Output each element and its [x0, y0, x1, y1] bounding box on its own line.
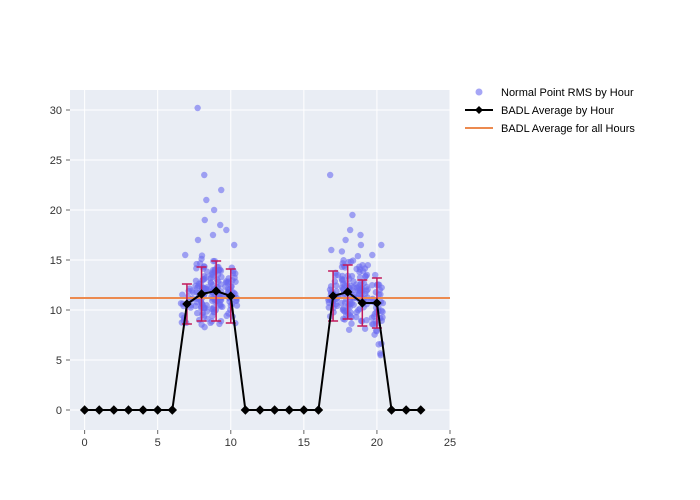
scatter-point	[182, 252, 188, 258]
scatter-point	[211, 207, 217, 213]
scatter-point	[345, 303, 351, 309]
scatter-point	[350, 257, 356, 263]
scatter-point	[327, 172, 333, 178]
scatter-point	[377, 291, 383, 297]
x-tick-label: 10	[225, 437, 237, 449]
scatter-point	[223, 227, 229, 233]
scatter-point	[339, 276, 345, 282]
scatter-point	[378, 284, 384, 290]
scatter-point	[327, 286, 333, 292]
scatter-point	[218, 268, 224, 274]
legend-swatch-marker	[475, 106, 483, 114]
scatter-point	[195, 237, 201, 243]
scatter-point	[217, 222, 223, 228]
scatter-point	[328, 247, 334, 253]
scatter-point	[348, 320, 354, 326]
chart-svg: 0 5 10 15 20 25 0 5 10 15 20 25 30 Normal Point RMS b…	[0, 0, 700, 500]
scatter-point	[194, 285, 200, 291]
y-tick-label: 25	[50, 155, 62, 167]
scatter-point	[355, 288, 361, 294]
x-tick-label: 20	[371, 437, 383, 449]
scatter-point	[369, 252, 375, 258]
scatter-point	[369, 282, 375, 288]
scatter-point	[358, 242, 364, 248]
scatter-point	[355, 307, 361, 313]
x-tick-label: 0	[82, 437, 88, 449]
scatter-point	[231, 242, 237, 248]
scatter-point	[234, 302, 240, 308]
scatter-point	[355, 253, 361, 259]
scatter-point	[346, 327, 352, 333]
scatter-point	[194, 105, 200, 111]
scatter-point	[218, 187, 224, 193]
legend: Normal Point RMS by Hour BADL Average by …	[465, 87, 635, 135]
legend-swatch-scatter	[476, 89, 483, 96]
y-tick-label: 0	[56, 405, 62, 417]
scatter-point	[377, 350, 383, 356]
y-tick-label: 30	[50, 105, 62, 117]
scatter-point	[342, 237, 348, 243]
chart-container: 0 5 10 15 20 25 0 5 10 15 20 25 30 Normal Point RMS b…	[0, 0, 700, 500]
scatter-point	[353, 314, 359, 320]
scatter-point	[201, 324, 207, 330]
y-tick-label: 15	[50, 255, 62, 267]
legend-label: BADL Average for all Hours	[501, 123, 635, 135]
x-tick-label: 15	[298, 437, 310, 449]
scatter-point	[203, 197, 209, 203]
y-tick-label: 10	[50, 305, 62, 317]
scatter-point	[209, 272, 215, 278]
y-tick-label: 5	[56, 355, 62, 367]
scatter-point	[357, 232, 363, 238]
scatter-point	[197, 260, 203, 266]
legend-label: BADL Average by Hour	[501, 105, 614, 117]
scatter-point	[370, 321, 376, 327]
scatter-point	[349, 212, 355, 218]
scatter-point	[363, 317, 369, 323]
scatter-point	[362, 265, 368, 271]
scatter-point	[193, 278, 199, 284]
scatter-point	[229, 264, 235, 270]
x-tick-label: 5	[155, 437, 161, 449]
scatter-point	[201, 172, 207, 178]
scatter-point	[379, 314, 385, 320]
scatter-point	[202, 217, 208, 223]
scatter-point	[199, 252, 205, 258]
y-tick-label: 20	[50, 205, 62, 217]
scatter-point	[338, 300, 344, 306]
legend-label: Normal Point RMS by Hour	[501, 87, 634, 99]
scatter-point	[200, 310, 206, 316]
scatter-point	[339, 248, 345, 254]
scatter-point	[210, 232, 216, 238]
scatter-point	[179, 291, 185, 297]
x-tick-label: 25	[444, 437, 456, 449]
scatter-point	[347, 227, 353, 233]
scatter-point	[199, 277, 205, 283]
scatter-point	[378, 242, 384, 248]
